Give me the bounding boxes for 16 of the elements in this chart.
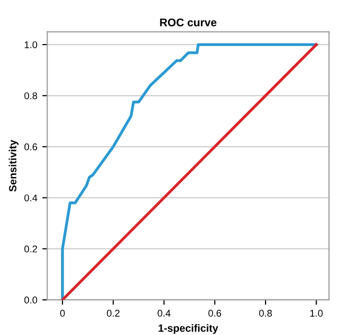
y-tick-label: 0.2 xyxy=(24,246,38,252)
y-tick-label: 1.0 xyxy=(24,41,38,48)
x-axis-title: 1-specificity xyxy=(158,324,218,334)
y-tick-label: 0.4 xyxy=(24,194,38,202)
x-tick-label: 0.6 xyxy=(208,310,222,317)
chart-title: ROC curve xyxy=(160,18,216,26)
line-series xyxy=(61,43,318,300)
y-tick-label: 0.8 xyxy=(24,92,38,100)
x-tick-label: 0.8 xyxy=(259,310,272,317)
y-tick-label: 0.6 xyxy=(24,143,38,150)
y-axis-title: Sensitivity xyxy=(8,140,18,192)
x-tick-label: 0.4 xyxy=(158,310,170,317)
y-tick-label: 0.0 xyxy=(24,296,38,304)
x-tick-label: 1.0 xyxy=(310,310,323,317)
x-tick-label: 0 xyxy=(60,310,65,317)
x-tick-label: 0.2 xyxy=(106,310,120,317)
